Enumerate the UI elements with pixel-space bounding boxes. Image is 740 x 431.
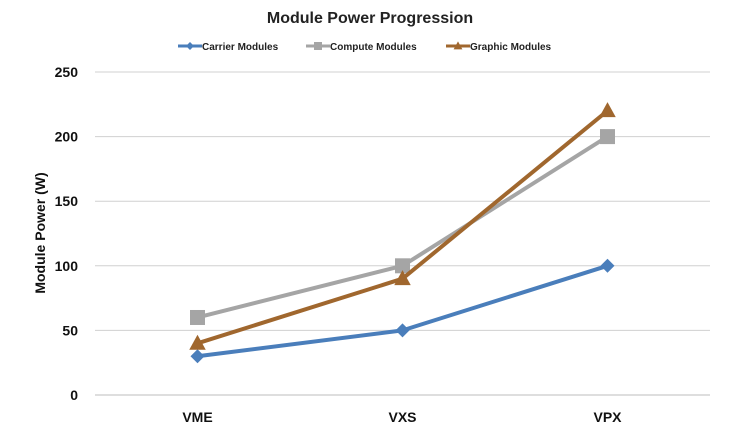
data-point-square xyxy=(600,129,615,145)
series-carrier-modules xyxy=(190,258,615,364)
legend-item: Carrier Modules xyxy=(178,42,279,53)
x-tick-label: VME xyxy=(182,409,212,425)
y-tick-label: 150 xyxy=(55,193,79,209)
y-axis-ticks: 0 50 100 150 200 250 xyxy=(55,64,79,403)
data-point-diamond xyxy=(190,349,205,364)
y-tick-label: 200 xyxy=(55,129,79,145)
x-tick-label: VPX xyxy=(593,409,622,425)
legend-label: Graphic Modules xyxy=(470,42,552,53)
series-graphic-modules xyxy=(189,102,616,350)
x-axis-ticks: VME VXS VPX xyxy=(182,409,622,425)
y-tick-label: 0 xyxy=(70,387,78,403)
y-tick-label: 250 xyxy=(55,64,79,80)
y-tick-label: 100 xyxy=(55,258,79,274)
data-point-triangle xyxy=(189,334,206,350)
data-point-square xyxy=(395,258,410,274)
data-point-triangle xyxy=(453,41,463,50)
data-point-triangle xyxy=(394,270,411,286)
data-point-diamond xyxy=(186,42,194,50)
legend-label: Compute Modules xyxy=(330,42,417,53)
legend-item: Compute Modules xyxy=(306,42,417,53)
x-tick-label: VXS xyxy=(388,409,416,425)
series-compute-modules xyxy=(190,129,615,325)
data-point-triangle xyxy=(599,102,616,118)
legend-label: Carrier Modules xyxy=(202,42,279,53)
legend-item: Graphic Modules xyxy=(446,41,552,53)
data-point-diamond xyxy=(395,323,410,338)
y-tick-label: 50 xyxy=(62,322,78,338)
data-point-square xyxy=(314,42,322,50)
y-axis-label: Module Power (W) xyxy=(32,172,48,293)
series-group xyxy=(189,102,616,364)
data-point-diamond xyxy=(600,258,615,273)
data-point-square xyxy=(190,309,205,325)
series-line xyxy=(196,109,609,346)
gridlines xyxy=(95,71,710,396)
chart-title: Module Power Progression xyxy=(267,10,473,27)
legend: Carrier Modules Compute Modules Graphic Mo… xyxy=(178,41,552,53)
